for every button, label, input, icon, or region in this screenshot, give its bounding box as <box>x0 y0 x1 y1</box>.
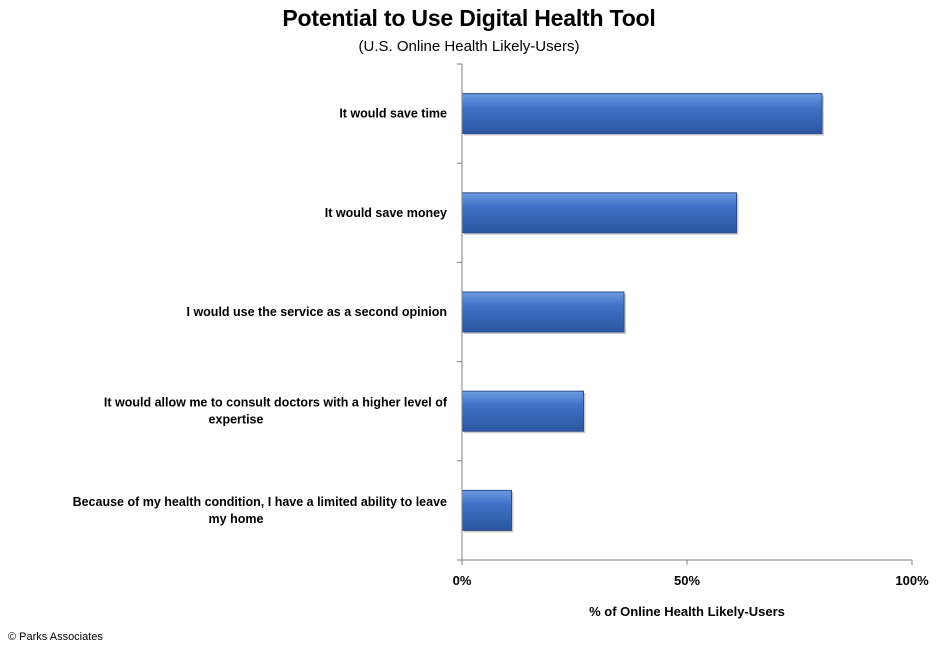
category-label: Because of my health condition, I have a… <box>73 495 447 526</box>
category-label-line: It would allow me to consult doctors wit… <box>104 396 448 410</box>
category-labels: It would save time It would save money I w… <box>73 107 448 526</box>
x-axis-title: % of Online Health Likely-Users <box>589 604 785 619</box>
x-tick-label: 100% <box>895 573 929 588</box>
category-label-line: It would save money <box>325 206 447 220</box>
x-tick-label: 50% <box>674 573 700 588</box>
chart-title: Potential to Use Digital Health Tool <box>282 5 656 31</box>
bar <box>461 390 584 432</box>
category-label: I would use the service as a second opin… <box>187 305 448 319</box>
bar <box>461 93 823 135</box>
category-label-line: I would use the service as a second opin… <box>187 305 448 319</box>
copyright-credit: © Parks Associates <box>8 631 103 643</box>
category-label-line: expertise <box>209 413 264 427</box>
category-label-line: Because of my health condition, I have a… <box>73 495 447 509</box>
bar <box>461 192 737 234</box>
bar <box>461 291 625 333</box>
category-label: It would save money <box>325 206 447 220</box>
x-tick-label: 0% <box>453 573 472 588</box>
category-label: It would save time <box>339 107 447 121</box>
category-label-line: my home <box>209 512 264 526</box>
bar <box>461 489 512 531</box>
category-label-line: It would save time <box>339 107 447 121</box>
bars-layer <box>461 93 824 533</box>
category-label: It would allow me to consult doctors wit… <box>104 396 448 427</box>
chart-subtitle: (U.S. Online Health Likely-Users) <box>358 38 580 55</box>
axes: 0% 50% 100% <box>453 63 929 588</box>
